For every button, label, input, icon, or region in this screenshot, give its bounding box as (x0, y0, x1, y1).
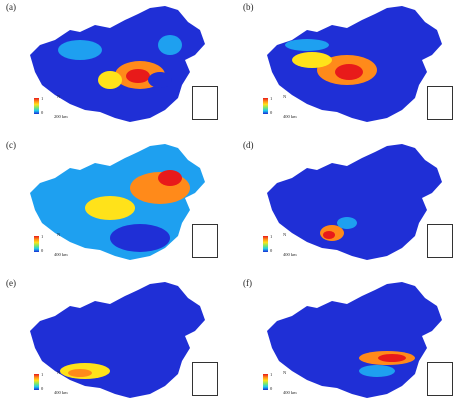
panel-label: (a) (6, 2, 16, 12)
legend-max: 1 (270, 234, 273, 239)
color-legend (263, 98, 268, 114)
south-china-sea-inset (427, 224, 453, 258)
legend-min: 0 (41, 248, 44, 253)
south-china-sea-inset (427, 86, 453, 120)
scale-bar: 400 km (283, 390, 297, 395)
north-arrow-icon: N (283, 94, 287, 99)
map-panel-b: (b) 1 0 N 400 km (237, 0, 474, 138)
legend-max: 1 (270, 372, 273, 377)
china-map-d (267, 144, 442, 260)
north-arrow-icon: N (57, 232, 61, 237)
south-china-sea-inset (427, 362, 453, 396)
scale-bar: 400 km (54, 390, 68, 395)
legend-max: 1 (41, 372, 44, 377)
panel-label: (e) (6, 278, 16, 288)
map-panel-d: (d) 1 0 N 400 km (237, 138, 474, 276)
south-china-sea-inset (192, 224, 218, 258)
legend-max: 1 (41, 96, 44, 101)
map-panel-a: (a) 1 0 N 200 km (0, 0, 237, 138)
china-map-c (30, 144, 205, 260)
south-china-sea-inset (192, 362, 218, 396)
china-map-f (267, 282, 442, 398)
legend-min: 0 (41, 386, 44, 391)
panel-label: (f) (243, 278, 252, 288)
scale-bar: 400 km (283, 252, 297, 257)
legend-min: 0 (41, 110, 44, 115)
color-legend (34, 374, 39, 390)
china-map-a (30, 6, 205, 122)
legend-min: 0 (270, 248, 273, 253)
panel-label: (d) (243, 140, 254, 150)
panel-label: (b) (243, 2, 254, 12)
map-panel-f: (f) 1 0 N 400 km (237, 276, 474, 414)
scale-bar: 400 km (54, 252, 68, 257)
color-legend (34, 98, 39, 114)
map-panel-e: (e) 1 0 N 400 km (0, 276, 237, 414)
color-legend (263, 374, 268, 390)
legend-min: 0 (270, 110, 273, 115)
legend-max: 1 (41, 234, 44, 239)
map-panel-c: (c) 1 0 N 400 km (0, 138, 237, 276)
color-legend (263, 236, 268, 252)
north-arrow-icon: N (283, 232, 287, 237)
panel-label: (c) (6, 140, 16, 150)
north-arrow-icon: N (283, 370, 287, 375)
north-arrow-icon: N (57, 94, 61, 99)
color-legend (34, 236, 39, 252)
legend-max: 1 (270, 96, 273, 101)
china-map-b (267, 6, 442, 122)
china-map-e (30, 282, 205, 398)
north-arrow-icon: N (57, 370, 61, 375)
legend-min: 0 (270, 386, 273, 391)
south-china-sea-inset (192, 86, 218, 120)
scale-bar: 200 km (54, 114, 68, 119)
scale-bar: 400 km (283, 114, 297, 119)
